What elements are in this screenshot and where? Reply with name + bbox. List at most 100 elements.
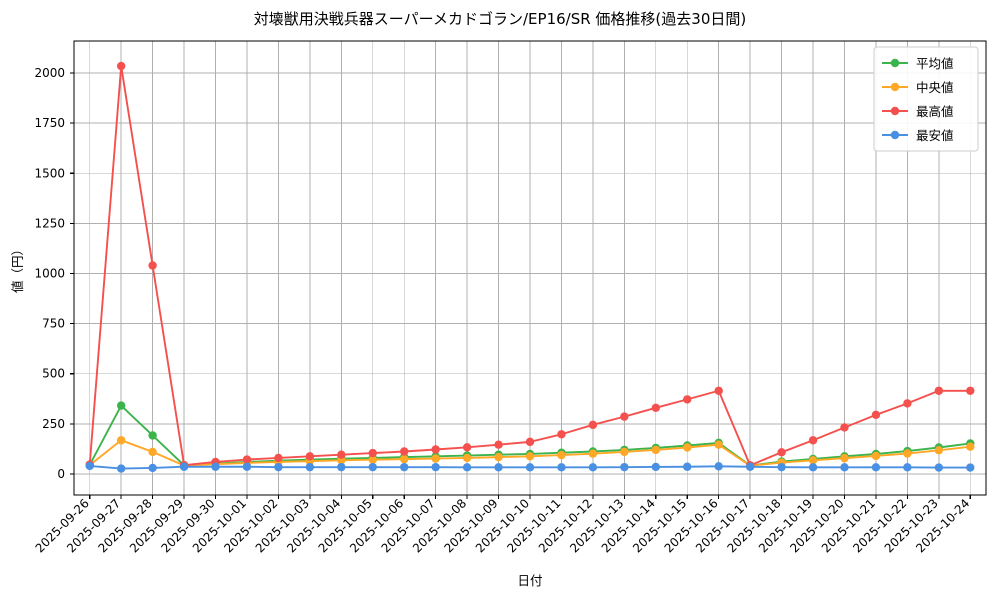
data-point (305, 462, 315, 472)
data-point (840, 453, 849, 463)
data-point (242, 455, 252, 464)
legend-item[interactable]: 最安値 (882, 128, 954, 143)
y-axis-ticks: 0 250 500 750 1000 1250 1500 1750 2000 (34, 66, 74, 481)
data-point (588, 449, 598, 458)
data-point (871, 410, 881, 420)
data-point (242, 462, 252, 471)
y-tick-label: 0 (57, 467, 65, 481)
data-point (148, 463, 157, 473)
data-point (620, 447, 629, 457)
legend-marker-icon (890, 58, 900, 68)
data-point (777, 448, 786, 457)
data-point (683, 443, 692, 452)
data-point (305, 452, 315, 461)
data-point (525, 437, 535, 447)
data-point (85, 461, 94, 471)
y-axis-label: 値（円） (10, 243, 25, 293)
legend-marker-icon (890, 130, 900, 140)
data-series-group (85, 61, 975, 473)
data-point (400, 447, 409, 456)
data-point (588, 463, 598, 472)
series-2 (85, 436, 975, 470)
data-point (494, 440, 503, 449)
data-point (211, 462, 220, 471)
data-point (557, 463, 566, 472)
data-point (903, 399, 912, 408)
legend-item[interactable]: 最高値 (882, 104, 954, 119)
data-point (840, 463, 849, 472)
data-point (714, 386, 723, 395)
data-point (808, 463, 818, 472)
data-point (431, 454, 440, 463)
data-point (745, 462, 755, 471)
data-point (808, 456, 818, 465)
y-tick-label: 500 (42, 367, 65, 381)
data-point (588, 420, 598, 430)
data-point (274, 453, 283, 463)
data-point (148, 447, 157, 457)
data-point (337, 462, 346, 472)
data-point (871, 463, 881, 472)
data-point (620, 412, 629, 421)
data-point (934, 463, 944, 472)
data-point (966, 386, 975, 395)
data-point (620, 462, 629, 472)
data-point (683, 395, 692, 404)
data-point (714, 462, 723, 471)
legend-background (873, 46, 979, 152)
data-point (116, 401, 126, 410)
y-tick-label: 250 (42, 417, 65, 431)
series-4 (85, 461, 975, 473)
data-point (462, 453, 472, 463)
data-point (966, 463, 975, 472)
y-tick-label: 1250 (34, 216, 65, 230)
data-point (651, 445, 660, 455)
data-point (525, 452, 535, 461)
data-point (966, 442, 975, 451)
data-point (400, 462, 409, 472)
data-point (148, 431, 157, 440)
data-point (431, 462, 440, 472)
data-point (400, 454, 409, 464)
data-point (337, 450, 346, 459)
legend-label: 平均値 (916, 56, 954, 71)
data-point (179, 462, 189, 471)
data-point (368, 455, 377, 464)
data-point (840, 423, 849, 432)
data-point (116, 61, 126, 71)
legend-item[interactable]: 中央値 (882, 80, 954, 95)
data-point (903, 449, 912, 458)
data-point (557, 430, 566, 439)
data-point (494, 452, 503, 462)
y-tick-label: 2000 (34, 66, 65, 80)
data-point (557, 450, 566, 460)
chart-title: 対壊獣用決戦兵器スーパーメカドゴラン/EP16/SR 価格推移(過去30日間) (254, 10, 746, 28)
legend-label: 最安値 (916, 128, 954, 143)
legend-marker-icon (890, 106, 900, 116)
legend-item[interactable]: 平均値 (882, 56, 954, 71)
data-point (148, 261, 157, 270)
data-point (462, 443, 472, 452)
legend-label: 中央値 (916, 80, 954, 95)
data-point (525, 463, 535, 472)
data-point (934, 446, 944, 455)
data-point (651, 403, 660, 413)
data-point (431, 445, 440, 454)
data-point (683, 462, 692, 471)
data-point (777, 462, 786, 472)
data-point (116, 436, 126, 445)
data-point (116, 464, 126, 473)
y-tick-label: 1500 (34, 166, 65, 180)
data-point (368, 462, 377, 472)
data-point (871, 451, 881, 461)
data-point (934, 386, 944, 395)
y-tick-label: 750 (42, 317, 65, 331)
data-point (462, 463, 472, 472)
y-tick-label: 1750 (34, 116, 65, 130)
y-tick-label: 1000 (34, 267, 65, 281)
plot-area-frame (73, 40, 987, 496)
